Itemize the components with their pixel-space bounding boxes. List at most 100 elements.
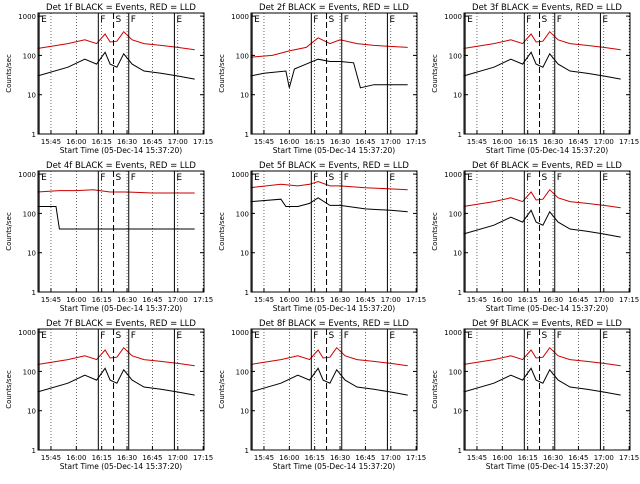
marker-s-label: S xyxy=(116,173,122,183)
marker-f-label: F xyxy=(344,173,349,183)
x-axis-label: Start Time (05-Dec-14 15:37:20) xyxy=(273,146,395,155)
panel-title: Det 8f BLACK = Events, RED = LLD xyxy=(259,319,409,329)
marker-s-label: S xyxy=(329,331,335,341)
y-tick-label: 10 xyxy=(453,250,462,258)
marker-e-label: E xyxy=(602,173,608,183)
x-tick-label: 16:00 xyxy=(66,296,86,304)
marker-e-label: E xyxy=(176,15,182,25)
x-tick-label: 17:00 xyxy=(594,138,614,146)
series-lld xyxy=(463,346,621,367)
marker-e-label: E xyxy=(41,173,47,183)
y-tick-label: 10 xyxy=(27,250,36,258)
y-tick-label: 100 xyxy=(236,52,249,60)
y-tick-label: 100 xyxy=(236,368,249,376)
panel-title: Det 7f BLACK = Events, RED = LLD xyxy=(46,319,196,329)
x-axis-label: Start Time (05-Dec-14 15:37:20) xyxy=(486,304,608,313)
x-tick-label: 17:15 xyxy=(406,296,426,304)
x-tick-label: 16:15 xyxy=(305,296,325,304)
x-tick-label: 17:15 xyxy=(619,454,639,462)
y-tick-label: 1000 xyxy=(231,13,249,21)
y-tick-label: 10 xyxy=(453,92,462,100)
x-tick-label: 16:30 xyxy=(543,296,563,304)
marker-e-label: E xyxy=(389,15,395,25)
x-tick-label: 16:15 xyxy=(92,138,112,146)
panel-title: Det 6f BLACK = Events, RED = LLD xyxy=(472,161,622,171)
marker-e-label: E xyxy=(467,15,473,25)
y-tick-label: 100 xyxy=(449,210,462,218)
detector-panel-4f: Det 4f BLACK = Events, RED = LLD Counts/s… xyxy=(5,161,213,313)
x-tick-label: 16:30 xyxy=(543,454,563,462)
y-tick-label: 1000 xyxy=(444,171,462,179)
y-axis-label: Counts/sec xyxy=(431,212,439,251)
x-axis-label: Start Time (05-Dec-14 15:37:20) xyxy=(60,304,182,313)
series-events xyxy=(37,367,195,396)
x-tick-label: 17:00 xyxy=(594,454,614,462)
marker-e-label: E xyxy=(254,331,260,341)
marker-e-label: E xyxy=(389,173,395,183)
marker-e-label: E xyxy=(41,331,47,341)
x-axis-label: Start Time (05-Dec-14 15:37:20) xyxy=(273,304,395,313)
x-tick-label: 16:45 xyxy=(568,138,588,146)
marker-f-label: F xyxy=(557,15,562,25)
x-tick-label: 17:00 xyxy=(381,296,401,304)
y-axis-label: Counts/sec xyxy=(5,54,13,93)
marker-s-label: S xyxy=(542,331,548,341)
x-tick-label: 16:00 xyxy=(66,138,86,146)
marker-f-label: F xyxy=(313,15,318,25)
x-axis-label: Start Time (05-Dec-14 15:37:20) xyxy=(273,462,395,471)
x-tick-label: 16:45 xyxy=(142,454,162,462)
x-tick-label: 16:45 xyxy=(568,454,588,462)
x-tick-label: 17:15 xyxy=(193,138,213,146)
x-tick-label: 15:45 xyxy=(467,296,487,304)
y-tick-label: 1 xyxy=(32,131,36,139)
x-tick-label: 16:45 xyxy=(355,138,375,146)
x-axis-label: Start Time (05-Dec-14 15:37:20) xyxy=(60,146,182,155)
detector-panel-9f: Det 9f BLACK = Events, RED = LLD Counts/s… xyxy=(431,319,639,471)
y-tick-label: 1000 xyxy=(18,13,36,21)
x-tick-label: 17:00 xyxy=(381,454,401,462)
marker-f-label: F xyxy=(344,15,349,25)
y-tick-label: 1 xyxy=(458,447,462,455)
marker-f-label: F xyxy=(526,15,531,25)
x-tick-label: 16:15 xyxy=(305,454,325,462)
marker-e-label: E xyxy=(41,15,47,25)
x-axis-label: Start Time (05-Dec-14 15:37:20) xyxy=(60,462,182,471)
marker-f-label: F xyxy=(100,173,105,183)
x-tick-label: 16:15 xyxy=(518,454,538,462)
x-tick-label: 16:15 xyxy=(92,296,112,304)
x-tick-label: 16:00 xyxy=(279,296,299,304)
marker-e-label: E xyxy=(254,173,260,183)
y-tick-label: 100 xyxy=(23,368,36,376)
marker-e-label: E xyxy=(389,331,395,341)
x-tick-label: 16:15 xyxy=(305,138,325,146)
marker-e-label: E xyxy=(602,15,608,25)
y-tick-label: 10 xyxy=(240,92,249,100)
y-tick-label: 1 xyxy=(458,289,462,297)
marker-s-label: S xyxy=(116,331,122,341)
series-events xyxy=(463,209,621,238)
series-lld xyxy=(463,30,621,51)
x-tick-label: 16:30 xyxy=(543,138,563,146)
x-tick-label: 16:30 xyxy=(330,296,350,304)
x-tick-label: 15:45 xyxy=(254,454,274,462)
x-tick-label: 17:00 xyxy=(594,296,614,304)
marker-f-label: F xyxy=(526,173,531,183)
detector-panel-1f: Det 1f BLACK = Events, RED = LLD Counts/s… xyxy=(5,3,213,155)
series-events xyxy=(250,197,408,213)
x-tick-label: 17:15 xyxy=(193,296,213,304)
y-tick-label: 1000 xyxy=(444,13,462,21)
series-events xyxy=(37,51,195,80)
x-axis-label: Start Time (05-Dec-14 15:37:20) xyxy=(486,462,608,471)
plot-frame xyxy=(250,12,418,135)
plot-frame xyxy=(463,328,631,451)
marker-e-label: E xyxy=(602,331,608,341)
y-tick-label: 1 xyxy=(245,447,249,455)
y-axis-label: Counts/sec xyxy=(5,212,13,251)
marker-s-label: S xyxy=(542,173,548,183)
y-tick-label: 1 xyxy=(32,289,36,297)
x-tick-label: 17:00 xyxy=(381,138,401,146)
series-events xyxy=(250,58,408,89)
x-tick-label: 16:45 xyxy=(142,296,162,304)
x-tick-label: 16:30 xyxy=(330,454,350,462)
